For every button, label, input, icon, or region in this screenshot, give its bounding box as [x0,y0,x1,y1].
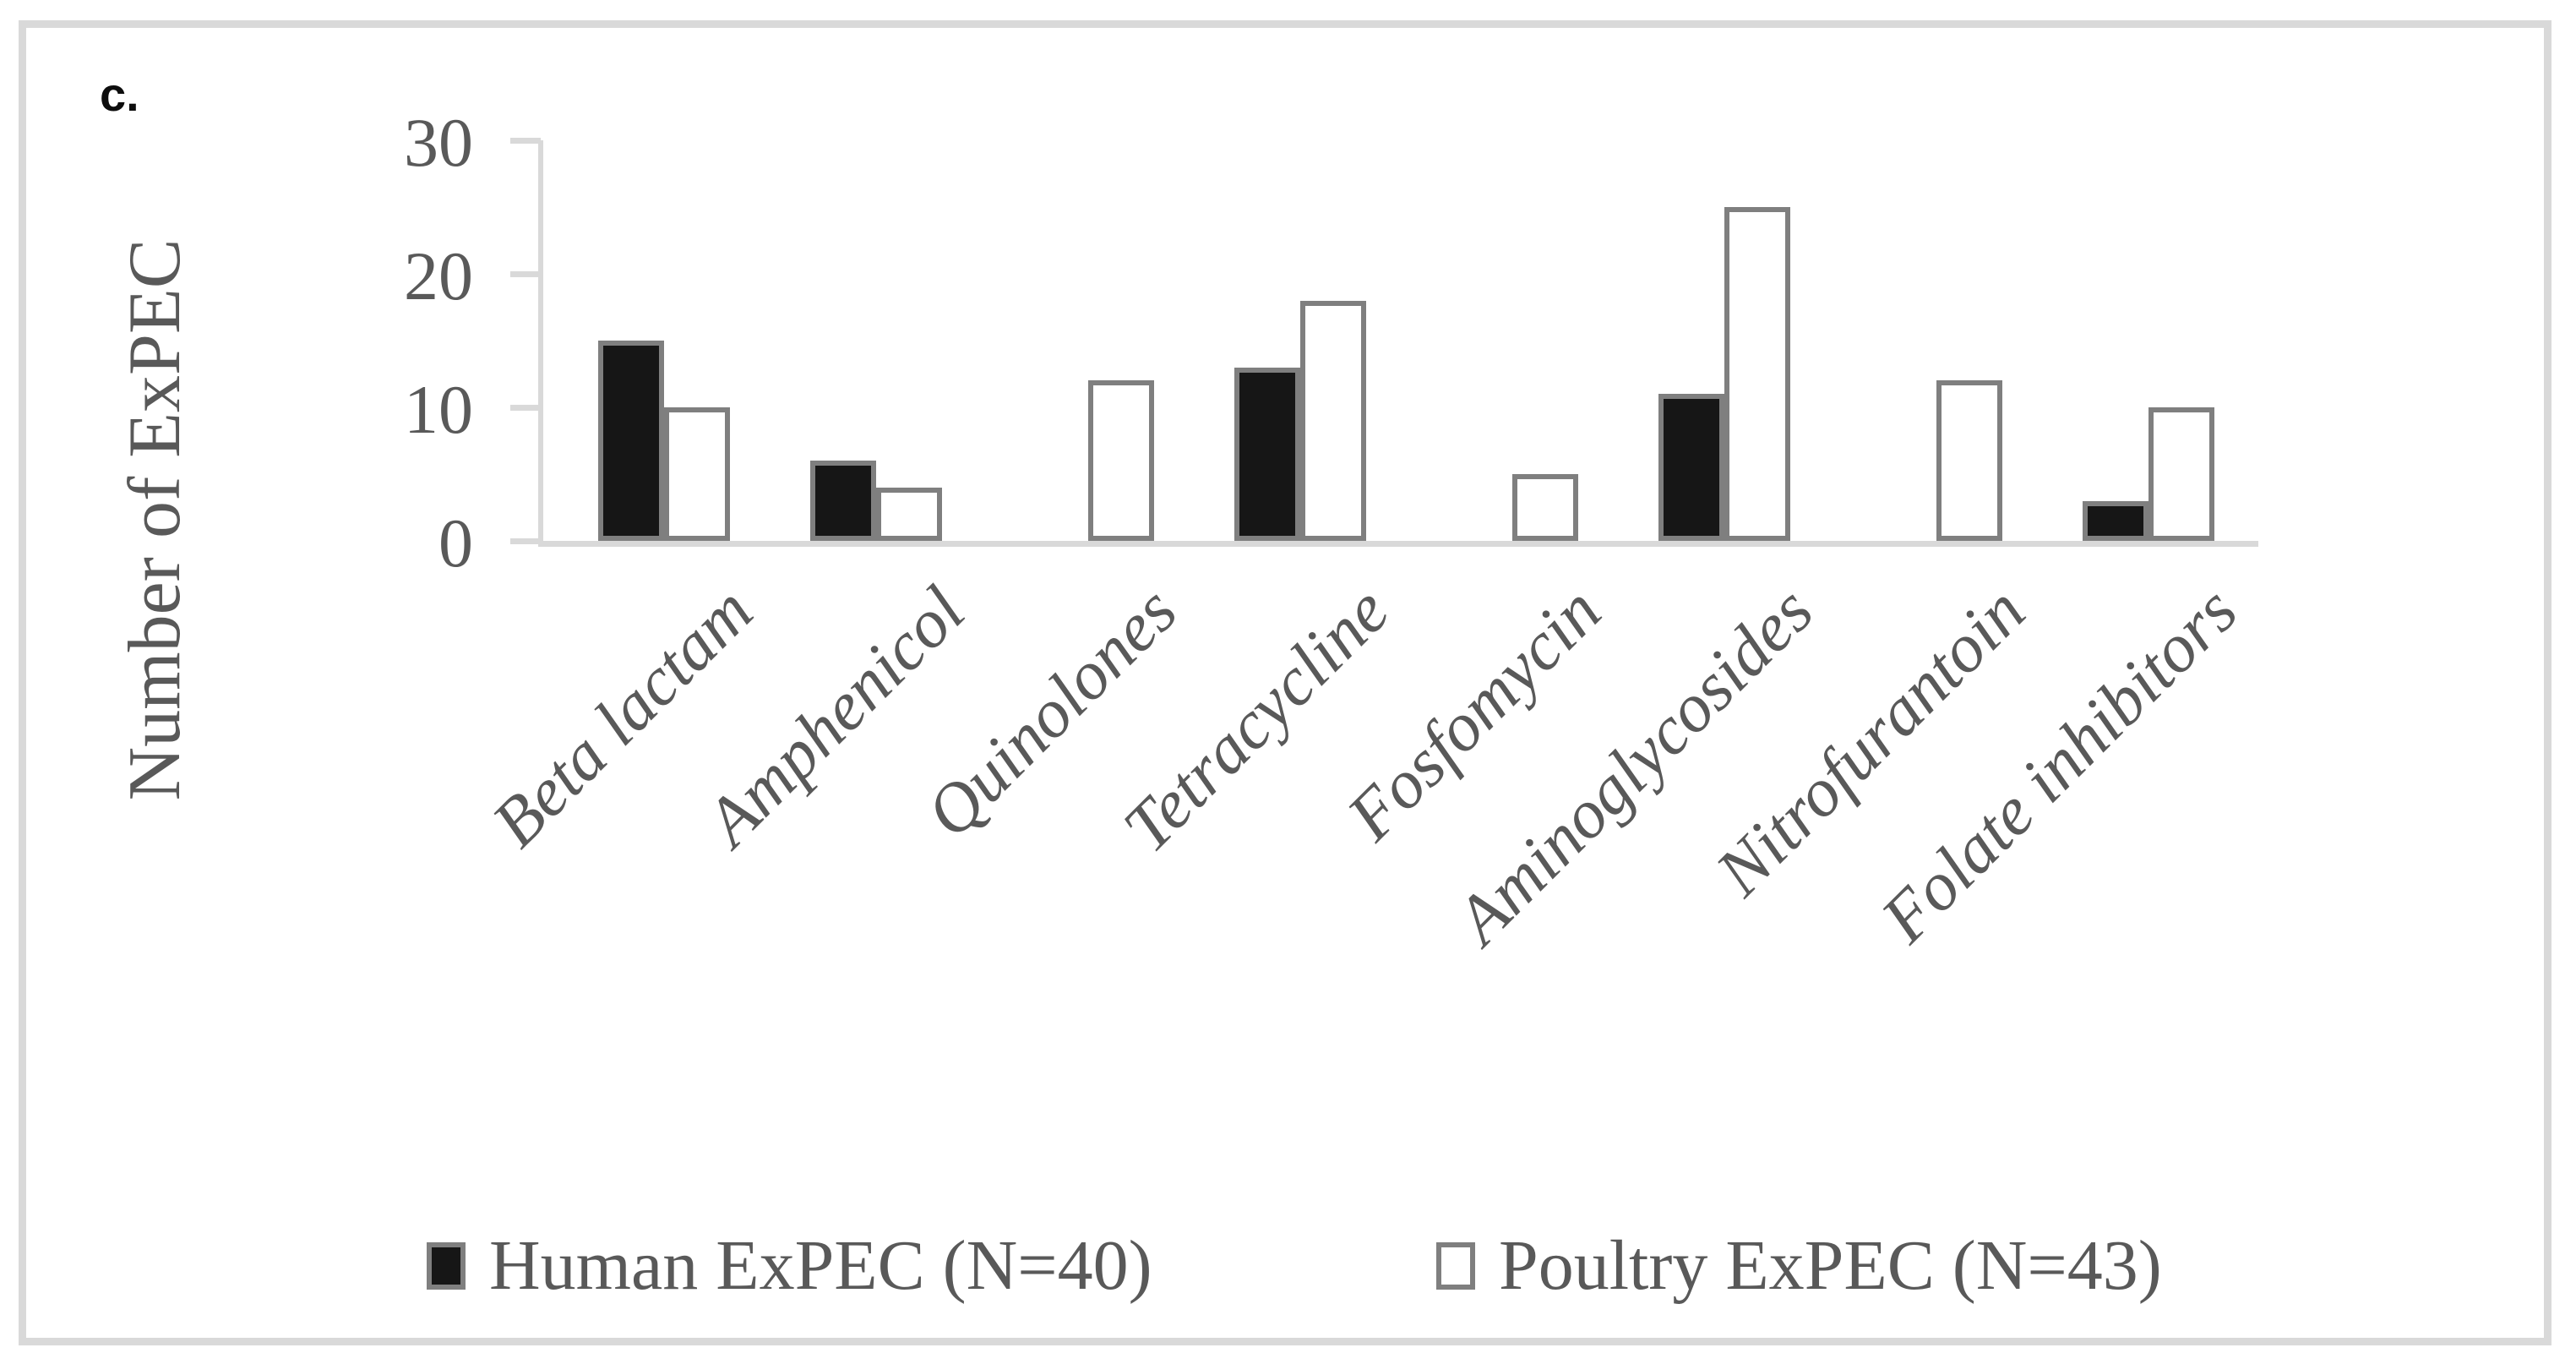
y-axis-title: Number of ExPEC [114,238,196,801]
y-axis-tick-label: 10 [404,371,473,448]
bar-poultry-aminoglycosides [1724,207,1790,541]
y-axis-tick [510,138,541,144]
legend-swatch-human [427,1242,466,1290]
y-axis-tick-label: 30 [404,104,473,181]
bar-poultry-folate-inhibitors [2148,407,2214,541]
y-axis-tick [510,271,541,277]
legend-item-poultry: Poultry ExPEC (N=43) [1436,1226,2162,1305]
x-axis-line [538,541,2258,547]
bar-poultry-beta-lactam [663,407,730,541]
legend-label: Poultry ExPEC (N=43) [1499,1226,2162,1305]
legend-swatch-poultry [1436,1242,1475,1290]
bar-human-aminoglycosides [1658,394,1724,541]
legend-label: Human ExPEC (N=40) [489,1226,1152,1305]
bar-poultry-tetracycline [1299,301,1366,541]
bar-human-folate-inhibitors [2082,501,2148,541]
bar-poultry-nitrofurantoin [1936,380,2002,541]
bar-human-amphenicol [809,461,876,541]
y-axis-tick [510,538,541,544]
bar-poultry-amphenicol [875,488,942,541]
bar-poultry-quinolones [1087,380,1154,541]
bar-human-beta-lactam [597,341,664,541]
y-axis-line [538,140,543,546]
bar-human-tetracycline [1234,368,1300,541]
y-axis-tick-label: 20 [404,237,473,314]
bar-poultry-fosfomycin [1511,474,1578,541]
panel-label: c. [100,68,139,121]
y-axis-tick-label: 0 [438,505,473,581]
y-axis-tick [510,405,541,411]
legend-item-human: Human ExPEC (N=40) [427,1226,1152,1305]
figure-border [19,20,2551,1345]
